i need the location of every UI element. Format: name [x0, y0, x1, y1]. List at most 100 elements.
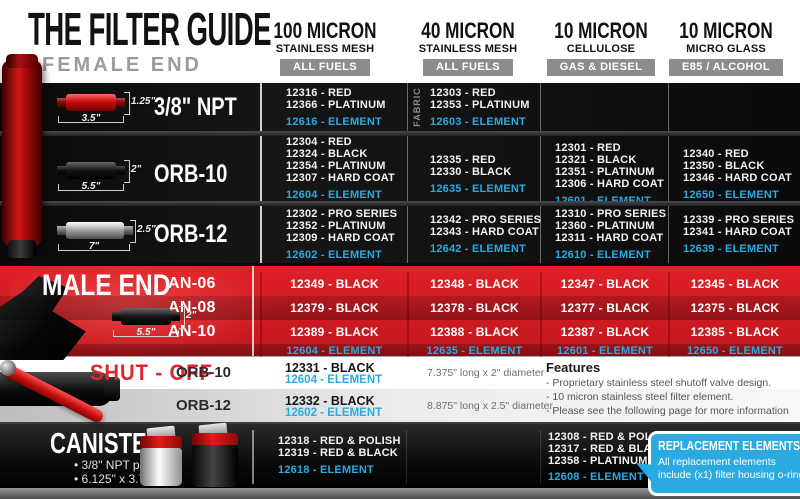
row-label-cell: 2.5" 7" ORB-12	[0, 206, 260, 263]
canister-cap	[140, 436, 182, 448]
part-number: 12379 - BLACK	[260, 296, 407, 320]
element-number: 12602 - ELEMENT	[285, 407, 383, 419]
table-cell: 12335 - RED 12330 - BLACK 12635 - ELEMEN…	[407, 136, 540, 213]
dimension-height: 1.25"	[124, 92, 155, 115]
micron-rating: 40 MICRON	[421, 18, 515, 43]
micron-rating: 100 MICRON	[273, 18, 377, 43]
table-row-orb10: 2" 5.5" ORB-10 12304 - RED 12324 - BLACK…	[0, 136, 800, 213]
part-number: 12301 - RED	[555, 142, 621, 154]
part-number: 12306 - HARD COAT	[555, 178, 664, 190]
row-label: 3/8" NPT	[154, 92, 237, 121]
part-number: 12389 - BLACK	[260, 320, 407, 344]
element-number: 12610 - ELEMENT	[555, 249, 651, 261]
element-number: 12608 - ELEMENT	[548, 471, 644, 483]
part-number: 12302 - PRO SERIES	[286, 208, 398, 220]
page-title: THE FILTER GUIDE	[28, 3, 271, 55]
element-number: 12642 - ELEMENT	[430, 243, 526, 255]
part-number: 12388 - BLACK	[407, 320, 540, 344]
part-number: 12310 - PRO SERIES	[555, 208, 667, 220]
dimension-width-label: 3.5"	[81, 112, 101, 124]
valve-hinge-photo	[0, 360, 16, 376]
canister-photo-black	[192, 422, 238, 487]
element-number: 12650 - ELEMENT	[683, 189, 779, 201]
size-note: 8.875" long x 2.5" diameter	[427, 400, 553, 412]
part-number: 12347 - BLACK	[540, 272, 668, 296]
table-cell: 12316 - RED 12366 - PLATINUM 12616 - ELE…	[260, 83, 407, 131]
row-background	[0, 389, 800, 422]
part-number: 12351 - PLATINUM	[555, 166, 655, 178]
dimension-width: 7"	[58, 240, 130, 251]
part-number: 12354 - PLATINUM	[286, 160, 386, 172]
element-number: 12635 - ELEMENT	[430, 183, 526, 195]
dimension-height-label: 1.25"	[131, 96, 156, 107]
dimension-width: 5.5"	[58, 180, 124, 191]
row-divider	[0, 201, 800, 206]
filter-illustration-black	[121, 308, 171, 325]
dimension-height: 2.5"	[130, 219, 156, 243]
part-number: 12341 - HARD COAT	[683, 226, 792, 238]
column-header-40-micron: 40 MICRON STAINLESS MESH ALL FUELS	[393, 18, 543, 76]
column-divider	[406, 430, 407, 484]
filter-illustration-red	[66, 94, 116, 111]
shut-off-label: SHUT - OFF	[90, 360, 213, 385]
row-label: ORB-10	[176, 364, 232, 381]
column-header-100-micron: 100 MICRON STAINLESS MESH ALL FUELS	[250, 18, 400, 76]
column-divider	[252, 430, 254, 484]
element-number: 12602 - ELEMENT	[286, 249, 382, 261]
element-number: 12604 - ELEMENT	[286, 189, 382, 201]
part-number: 12349 - BLACK	[260, 272, 407, 296]
filter-figure: 1.25" 3.5"	[58, 85, 155, 129]
dimension-width-label: 7"	[88, 240, 100, 252]
canister-photo-polish	[140, 425, 182, 486]
media-type: STAINLESS MESH	[275, 43, 375, 55]
table-cell: 12308 - RED & POLISH 12317 - RED & BLACK…	[548, 431, 671, 483]
row-label: ORB-12	[176, 397, 232, 414]
element-number: 12604 - ELEMENT	[285, 374, 383, 386]
features-title: Features	[546, 360, 601, 375]
table-row-orb12: 2.5" 7" ORB-12 12302 - PRO SERIES 12352 …	[0, 206, 800, 263]
column-header-10-micron-micro-glass: 10 MICRON MICRO GLASS E85 / ALCOHOL	[651, 18, 800, 76]
red-filter-photo	[2, 54, 42, 258]
feature-item: - Proprietary stainless steel shutoff va…	[546, 377, 772, 389]
table-cell-empty	[668, 83, 800, 131]
part-number: 12331 - BLACK	[285, 361, 375, 375]
part-number: 12378 - BLACK	[407, 296, 540, 320]
part-number: 12385 - BLACK	[668, 320, 800, 344]
element-number: 12650 - ELEMENT	[668, 344, 800, 357]
row-label: ORB-12	[154, 220, 228, 248]
part-number: 12346 - HARD COAT	[683, 172, 792, 184]
table-row-npt: 1.25" 3.5" 3/8" NPT 12316 - RED 12366 - …	[0, 83, 800, 131]
row-divider	[0, 131, 800, 136]
table-cell: FABRIC 12303 - RED 12353 - PLATINUM 1260…	[407, 83, 540, 131]
part-number: 12350 - BLACK	[683, 160, 765, 172]
column-header-10-micron-cellulose: 10 MICRON CELLULOSE GAS & DIESEL	[526, 18, 676, 76]
element-number: 12616 - ELEMENT	[286, 115, 382, 128]
media-type: CELLULOSE	[566, 43, 636, 55]
dimension-width: 5.5"	[113, 326, 179, 338]
table-row-male-elements: 12604 - ELEMENT 12635 - ELEMENT 12601 - …	[0, 344, 800, 357]
dimension-width-label: 5.5"	[136, 326, 156, 338]
table-cell: 12340 - RED 12350 - BLACK 12346 - HARD C…	[668, 136, 800, 213]
female-end-label: FEMALE END	[42, 54, 202, 76]
fuel-badge: ALL FUELS	[423, 59, 513, 76]
dimension-height: 2"	[179, 306, 196, 329]
part-number: 12311 - HARD COAT	[555, 232, 664, 244]
dimension-height-label: 2"	[186, 310, 197, 321]
male-end-section: MALE END 2" 5.5" AN-06 12349 - BLACK 123…	[0, 263, 800, 360]
canister-body	[140, 448, 182, 486]
element-number: 12639 - ELEMENT	[683, 243, 779, 255]
part-number: 12330 - BLACK	[430, 166, 512, 178]
part-number: 12321 - BLACK	[555, 154, 637, 166]
part-number: 12324 - BLACK	[286, 148, 368, 160]
part-number: 12360 - PLATINUM	[555, 220, 655, 232]
media-type: MICRO GLASS	[686, 43, 766, 55]
element-number: 12618 - ELEMENT	[278, 464, 374, 476]
replacement-elements-text: All replacement elements include (x1) fi…	[658, 456, 800, 481]
canister-cap	[192, 433, 238, 445]
element-number: 12604 - ELEMENT	[260, 344, 407, 357]
filter-figure: 2" 5.5"	[113, 299, 205, 343]
part-number: 12387 - BLACK	[540, 320, 668, 344]
column-divider	[540, 430, 541, 484]
table-cell: 12302 - PRO SERIES 12352 - PLATINUM 1230…	[260, 206, 407, 263]
part-number: 12316 - RED	[286, 86, 352, 99]
